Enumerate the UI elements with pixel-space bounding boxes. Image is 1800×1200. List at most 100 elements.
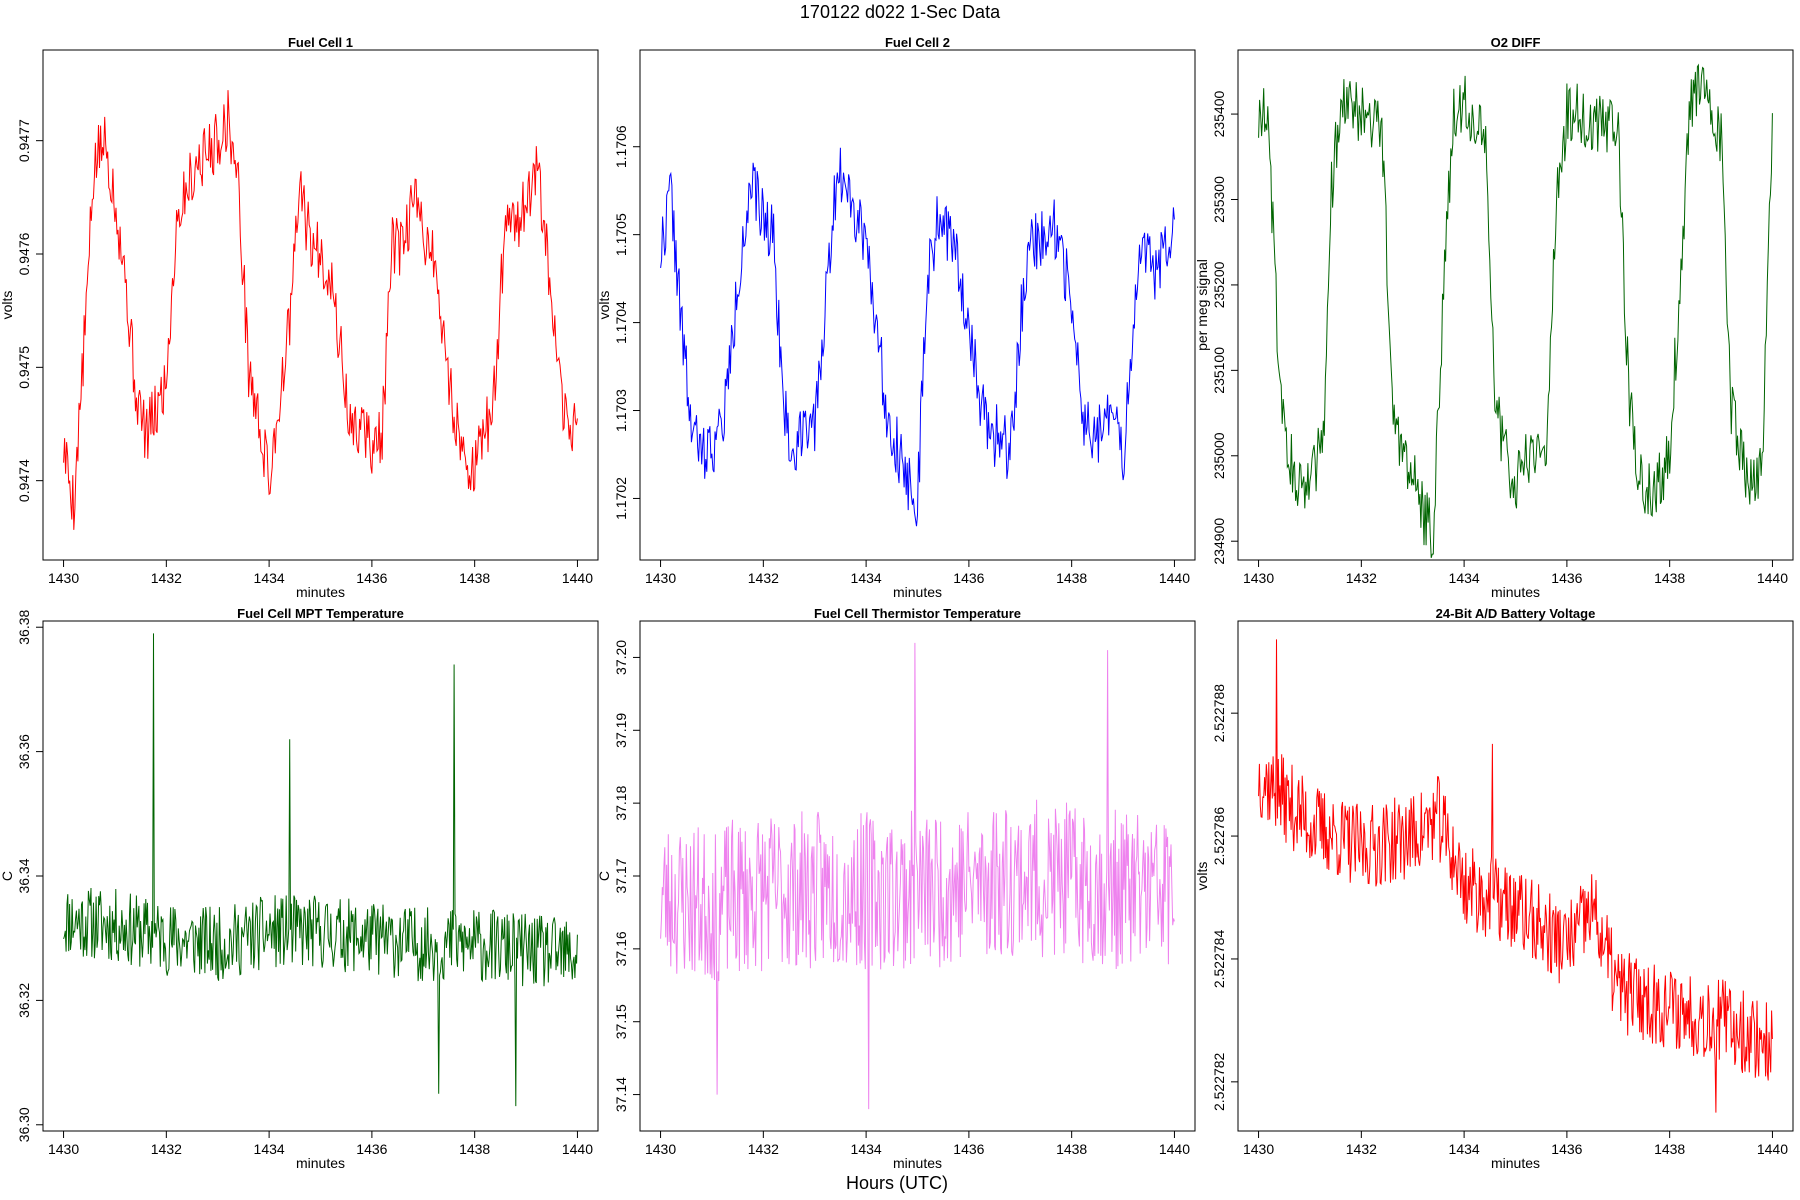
x-tick-label: 1434 [851, 570, 882, 586]
plot-frame [42, 620, 599, 1132]
figure-title: 170122 d022 1-Sec Data [800, 2, 1001, 22]
y-axis-label: C [0, 871, 15, 881]
x-tick-label: 1432 [151, 1141, 182, 1157]
x-tick-label: 1432 [1346, 1141, 1377, 1157]
y-axis-label: per meg signal [1194, 259, 1210, 351]
x-tick-label: 1438 [1654, 570, 1685, 586]
plot-frame [1237, 620, 1794, 1132]
series-line [1258, 639, 1773, 1113]
plot-frame [639, 49, 1196, 561]
x-tick-label: 1440 [562, 1141, 593, 1157]
x-tick-label: 1430 [48, 1141, 79, 1157]
y-tick-label: 1.1702 [613, 477, 629, 520]
y-tick-label: 36.34 [16, 858, 32, 893]
plot-frame [42, 49, 599, 561]
x-tick-label: 1430 [48, 570, 79, 586]
x-axis-label: minutes [893, 1155, 942, 1171]
y-tick-label: 2.522788 [1211, 684, 1227, 743]
y-tick-label: 0.9475 [16, 346, 32, 389]
x-axis-label: minutes [1491, 1155, 1540, 1171]
x-axis-label: minutes [893, 584, 942, 600]
series-line [660, 642, 1175, 1110]
y-tick-label: 234900 [1211, 518, 1227, 565]
x-tick-label: 1438 [1056, 1141, 1087, 1157]
series-line [63, 633, 578, 1107]
y-tick-label: 2.522782 [1211, 1052, 1227, 1111]
panel-title: Fuel Cell 1 [288, 35, 353, 50]
y-tick-label: 235300 [1211, 176, 1227, 223]
y-tick-label: 37.16 [613, 931, 629, 966]
y-tick-label: 37.19 [613, 713, 629, 748]
x-tick-label: 1438 [459, 1141, 490, 1157]
chart-panel-1: Fuel Cell 1 1430 1432 1434 1436 1438 1440 minut… [0, 35, 599, 600]
y-tick-label: 1.1704 [613, 301, 629, 344]
x-tick-label: 1436 [953, 1141, 984, 1157]
y-tick-label: 235000 [1211, 432, 1227, 479]
panel-title: 24-Bit A/D Battery Voltage [1436, 606, 1596, 621]
y-tick-label: 1.1706 [613, 125, 629, 168]
x-tick-label: 1430 [1243, 570, 1274, 586]
x-tick-label: 1440 [1757, 1141, 1788, 1157]
x-tick-label: 1434 [254, 1141, 285, 1157]
x-tick-label: 1434 [851, 1141, 882, 1157]
chart-panel-4: Fuel Cell MPT Temperature 1430 1432 1434 143… [0, 606, 599, 1171]
y-tick-label: 235100 [1211, 347, 1227, 394]
y-tick-label: 37.15 [613, 1004, 629, 1039]
y-tick-label: 235200 [1211, 261, 1227, 308]
x-tick-label: 1434 [1449, 1141, 1480, 1157]
y-tick-label: 37.20 [613, 640, 629, 675]
x-tick-label: 1430 [1243, 1141, 1274, 1157]
x-tick-label: 1436 [1551, 570, 1582, 586]
panel-title: Fuel Cell MPT Temperature [237, 606, 404, 621]
x-tick-label: 1430 [645, 1141, 676, 1157]
panel-title: Fuel Cell Thermistor Temperature [814, 606, 1021, 621]
x-axis-label: minutes [296, 1155, 345, 1171]
x-tick-label: 1440 [1159, 570, 1190, 586]
x-tick-label: 1434 [1449, 570, 1480, 586]
y-tick-label: 1.1703 [613, 389, 629, 432]
x-tick-label: 1440 [1159, 1141, 1190, 1157]
chart-panel-2: Fuel Cell 2 1430 1432 1434 1436 1438 1440 minut… [596, 35, 1196, 600]
x-tick-label: 1438 [1654, 1141, 1685, 1157]
y-tick-label: 2.522786 [1211, 807, 1227, 866]
x-tick-label: 1430 [645, 570, 676, 586]
x-tick-label: 1436 [356, 1141, 387, 1157]
y-tick-label: 0.9476 [16, 232, 32, 275]
y-tick-label: 1.1705 [613, 213, 629, 256]
x-tick-label: 1432 [748, 1141, 779, 1157]
x-tick-label: 1434 [254, 570, 285, 586]
x-tick-label: 1440 [1757, 570, 1788, 586]
x-axis-label: minutes [296, 584, 345, 600]
chart-panel-6: 24-Bit A/D Battery Voltage 1430 1432 1434 14… [1194, 606, 1794, 1171]
panel-title: O2 DIFF [1491, 35, 1541, 50]
x-tick-label: 1436 [1551, 1141, 1582, 1157]
y-axis-label: volts [0, 291, 15, 320]
x-tick-label: 1432 [1346, 570, 1377, 586]
x-axis-label: minutes [1491, 584, 1540, 600]
y-tick-label: 0.9477 [16, 119, 32, 162]
panel-title: Fuel Cell 2 [885, 35, 950, 50]
x-tick-label: 1432 [151, 570, 182, 586]
x-tick-label: 1436 [953, 570, 984, 586]
y-tick-label: 37.18 [613, 785, 629, 820]
x-tick-label: 1432 [748, 570, 779, 586]
plot-frame [1237, 49, 1794, 561]
x-tick-label: 1436 [356, 570, 387, 586]
y-tick-label: 0.9474 [16, 459, 32, 502]
x-tick-label: 1438 [1056, 570, 1087, 586]
series-line [1258, 63, 1773, 558]
y-tick-label: 36.38 [16, 609, 32, 644]
y-tick-label: 36.30 [16, 1107, 32, 1142]
y-tick-label: 37.14 [613, 1077, 629, 1112]
x-tick-label: 1440 [562, 570, 593, 586]
series-line [660, 147, 1175, 527]
chart-panel-5: Fuel Cell Thermistor Temperature 1430 1432… [596, 606, 1196, 1171]
y-tick-label: 2.522784 [1211, 930, 1227, 989]
x-tick-label: 1438 [459, 570, 490, 586]
y-tick-label: 36.32 [16, 983, 32, 1018]
chart-panel-3: O2 DIFF 1430 1432 1434 1436 1438 1440 minutes 23… [1194, 35, 1794, 600]
figure-footer-label: Hours (UTC) [846, 1173, 948, 1193]
y-tick-label: 235400 [1211, 90, 1227, 137]
series-line [63, 90, 578, 530]
